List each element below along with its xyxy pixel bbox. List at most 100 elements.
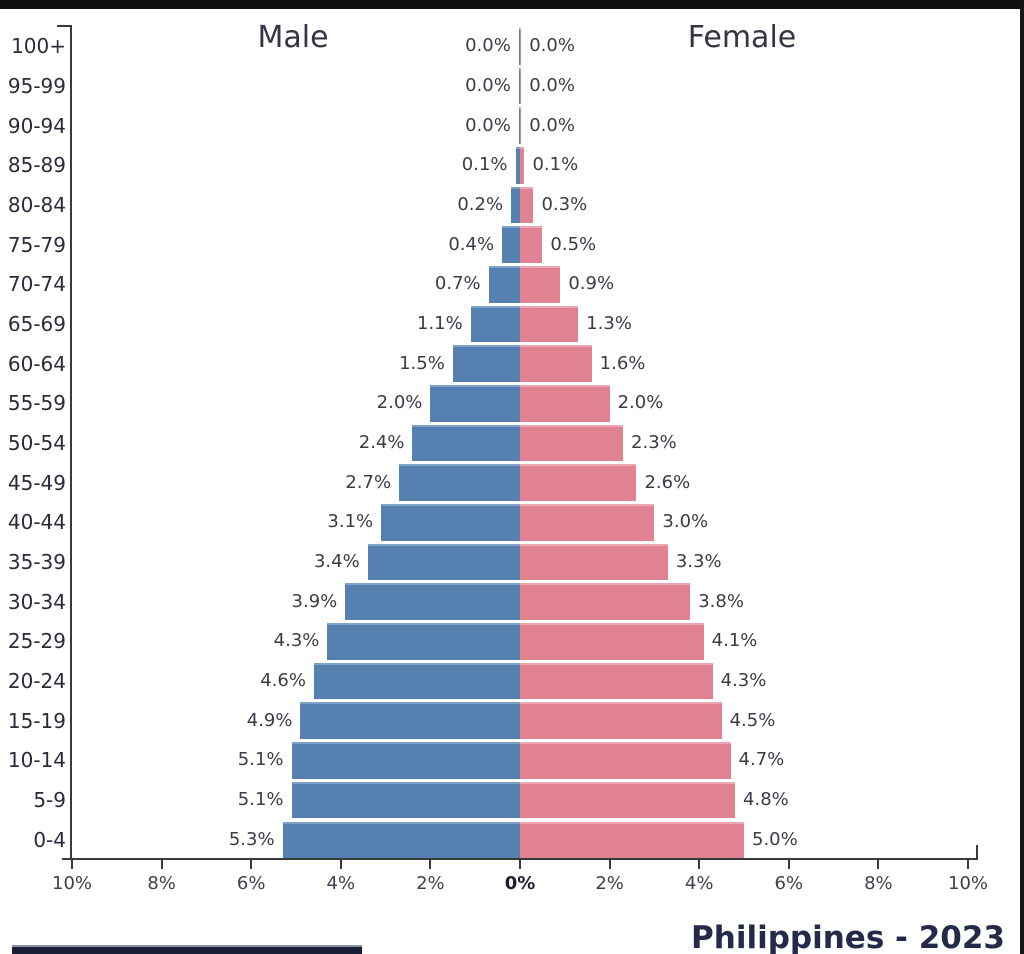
age-label-65-69: 65-69: [7, 312, 66, 337]
female-bar-80-84: [520, 186, 534, 224]
female-bar-60-64: [520, 345, 592, 382]
male-bar-60-64: [452, 345, 520, 382]
male-value-85-89: 0.1%: [461, 154, 508, 176]
male-bar-65-69: [470, 305, 520, 343]
age-label-35-39: 35-39: [7, 550, 66, 575]
female-value-35-39: 3.3%: [675, 551, 722, 573]
female-value-50-54: 2.3%: [631, 432, 677, 454]
male-value-100+: 0.0%: [465, 35, 511, 57]
male-value-45-49: 2.7%: [345, 471, 392, 493]
x-axis-right-cap: [976, 845, 978, 858]
female-value-30-34: 3.8%: [698, 590, 744, 612]
female-value-90-94: 0.0%: [529, 114, 575, 136]
male-bar-55-59: [430, 385, 520, 422]
male-bar-45-49: [399, 464, 520, 501]
male-value-65-69: 1.1%: [417, 313, 463, 335]
x-tick-8: [787, 860, 790, 869]
male-bar-50-54: [412, 424, 520, 462]
male-value-10-14: 5.1%: [237, 749, 284, 771]
female-bar-90-94: [520, 107, 522, 144]
female-bar-45-49: [520, 464, 637, 501]
female-bar-85-89: [520, 147, 525, 184]
x-tick-7: [698, 860, 701, 869]
male-bar-25-29: [327, 623, 520, 660]
female-value-0-4: 5.0%: [752, 828, 798, 850]
age-label-85-89: 85-89: [7, 153, 66, 178]
female-bar-55-59: [520, 385, 610, 422]
x-tick-label-7: 4%: [684, 873, 714, 894]
female-value-80-84: 0.3%: [541, 194, 588, 216]
age-label-45-49: 45-49: [7, 470, 66, 495]
x-tick-label-3: 4%: [326, 873, 356, 894]
x-tick-0: [71, 860, 73, 869]
age-label-75-79: 75-79: [7, 232, 66, 257]
female-value-15-19: 4.5%: [729, 709, 776, 731]
age-label-15-19: 15-19: [7, 708, 66, 733]
age-label-50-54: 50-54: [7, 431, 66, 456]
male-bar-70-74: [488, 266, 520, 303]
y-axis-top-cap: [57, 25, 72, 27]
x-tick-label-5: 0%: [504, 873, 536, 894]
x-tick-label-0: 10%: [51, 873, 93, 894]
x-tick-3: [339, 860, 342, 869]
x-tick-label-1: 8%: [147, 873, 176, 894]
x-tick-label-10: 10%: [947, 873, 989, 894]
x-tick-label-6: 2%: [595, 873, 624, 894]
male-value-15-19: 4.9%: [246, 709, 293, 731]
male-title: Male: [257, 20, 329, 55]
x-tick-label-4: 2%: [416, 873, 445, 894]
male-bar-30-34: [345, 583, 520, 620]
male-value-5-9: 5.1%: [237, 789, 284, 811]
female-bar-75-79: [520, 226, 543, 263]
male-value-50-54: 2.4%: [358, 432, 405, 454]
female-bar-5-9: [520, 781, 736, 819]
top-border: [0, 0, 1024, 9]
male-bar-5-9: [291, 781, 520, 819]
female-bar-35-39: [520, 543, 668, 581]
x-tick-label-2: 6%: [236, 873, 266, 894]
right-border: [1020, 0, 1024, 954]
male-bar-80-84: [511, 186, 520, 224]
male-bar-100+: [518, 28, 520, 65]
female-value-75-79: 0.5%: [550, 233, 597, 255]
female-value-95-99: 0.0%: [529, 75, 575, 97]
female-bar-30-34: [520, 583, 691, 620]
female-bar-20-24: [520, 662, 713, 700]
age-label-70-74: 70-74: [7, 272, 66, 297]
age-label-5-9: 5-9: [33, 788, 66, 813]
x-tick-10: [967, 860, 969, 869]
male-bar-40-44: [381, 504, 520, 541]
chart-caption: Philippines - 2023: [691, 920, 1005, 954]
age-label-100+: 100+: [11, 34, 66, 59]
y-axis-spine: [70, 25, 72, 860]
female-value-85-89: 0.1%: [532, 154, 579, 176]
age-label-80-84: 80-84: [7, 193, 66, 218]
male-value-95-99: 0.0%: [465, 75, 511, 97]
female-value-55-59: 2.0%: [617, 392, 664, 414]
x-tick-2: [250, 860, 253, 869]
age-label-55-59: 55-59: [7, 391, 66, 416]
female-bar-95-99: [520, 67, 522, 105]
age-label-25-29: 25-29: [7, 629, 66, 654]
female-value-10-14: 4.7%: [738, 749, 785, 771]
x-tick-label-8: 6%: [774, 873, 804, 894]
x-tick-6: [608, 860, 611, 869]
male-bar-20-24: [313, 662, 520, 700]
male-value-20-24: 4.6%: [260, 670, 306, 692]
female-bar-70-74: [520, 266, 561, 303]
male-value-30-34: 3.9%: [291, 590, 338, 612]
female-bar-10-14: [520, 742, 731, 779]
male-bar-90-94: [518, 107, 520, 144]
x-tick-label-9: 8%: [864, 873, 893, 894]
male-value-90-94: 0.0%: [465, 114, 511, 136]
female-bar-100+: [520, 28, 522, 65]
x-tick-4: [429, 860, 432, 869]
male-bar-75-79: [502, 226, 520, 263]
female-value-65-69: 1.3%: [586, 313, 632, 335]
female-value-5-9: 4.8%: [743, 789, 789, 811]
female-bar-25-29: [520, 623, 704, 660]
female-bar-50-54: [520, 424, 624, 462]
female-value-45-49: 2.6%: [644, 471, 691, 493]
male-bar-15-19: [300, 702, 520, 739]
female-value-25-29: 4.1%: [711, 630, 758, 652]
